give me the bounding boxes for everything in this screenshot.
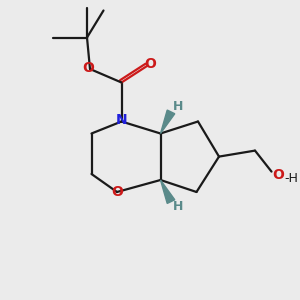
- Text: H: H: [173, 200, 184, 214]
- Polygon shape: [160, 110, 175, 134]
- Text: O: O: [111, 185, 123, 199]
- Text: O: O: [82, 61, 94, 74]
- Text: O: O: [145, 58, 157, 71]
- Text: -H: -H: [285, 172, 298, 185]
- Text: H: H: [173, 100, 184, 113]
- Text: O: O: [272, 168, 284, 182]
- Polygon shape: [160, 180, 175, 203]
- Text: N: N: [116, 113, 127, 127]
